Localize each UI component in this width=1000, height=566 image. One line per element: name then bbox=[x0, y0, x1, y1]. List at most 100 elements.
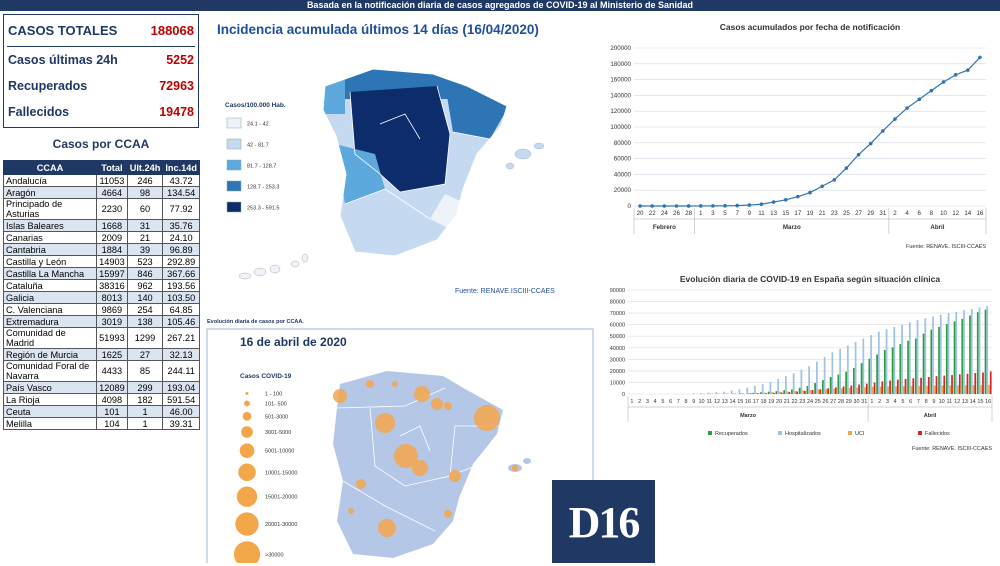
table-cell: 138 bbox=[127, 316, 163, 328]
incidence-map: Incidencia acumulada últimos 14 días (16… bbox=[205, 14, 593, 304]
table-cell: 1668 bbox=[97, 220, 128, 232]
x-tick-label: 14 bbox=[964, 210, 971, 217]
y-tick-label: 60000 bbox=[614, 156, 632, 163]
y-tick-label: 20000 bbox=[610, 369, 625, 375]
column-header: Inc.14d bbox=[163, 161, 200, 175]
x-tick-label: 21 bbox=[784, 399, 790, 405]
map-source: Fuente: RENAVE.ISCIII-CCAES bbox=[455, 288, 555, 295]
table-cell: Canarias bbox=[4, 232, 97, 244]
bar bbox=[936, 376, 938, 394]
data-point bbox=[663, 204, 667, 208]
x-tick-label: 26 bbox=[673, 210, 680, 217]
x-tick-label: 20 bbox=[776, 399, 782, 405]
balearic-islands bbox=[506, 143, 544, 169]
summary-label: Recuperados bbox=[8, 73, 87, 99]
x-tick-label: 27 bbox=[830, 399, 836, 405]
bar bbox=[881, 381, 883, 394]
bar bbox=[934, 386, 936, 394]
bar bbox=[862, 339, 864, 394]
chart-title: Casos acumulados por fecha de notificaci… bbox=[720, 22, 900, 32]
bar bbox=[980, 385, 982, 394]
data-point bbox=[917, 98, 921, 102]
x-tick-label: 5 bbox=[661, 399, 664, 405]
table-cell: Extremadura bbox=[4, 316, 97, 328]
map-caption: Evolución diaria de casos por CCAA. bbox=[207, 319, 304, 325]
table-cell: 9869 bbox=[97, 304, 128, 316]
table-cell: 3019 bbox=[97, 316, 128, 328]
table-cell: 2230 bbox=[97, 199, 128, 220]
legend-label: 81.7 - 128.7 bbox=[247, 164, 276, 170]
table-cell: 244.11 bbox=[163, 361, 200, 382]
table-cell: 15997 bbox=[97, 268, 128, 280]
data-point bbox=[869, 142, 873, 146]
logo: D16 bbox=[552, 480, 655, 563]
legend-label: 1 - 100 bbox=[265, 392, 282, 398]
table-cell: 12089 bbox=[97, 382, 128, 394]
x-tick-label: 19 bbox=[768, 399, 774, 405]
data-point bbox=[687, 204, 691, 208]
x-tick-label: 15 bbox=[782, 210, 789, 217]
x-tick-label: 4 bbox=[894, 399, 897, 405]
bar bbox=[965, 385, 967, 394]
data-point bbox=[638, 204, 642, 208]
x-tick-label: 23 bbox=[831, 210, 838, 217]
x-tick-label: 29 bbox=[867, 210, 874, 217]
table-cell: 77.92 bbox=[163, 199, 200, 220]
month-label: Febrero bbox=[653, 224, 676, 231]
table-cell: 254 bbox=[127, 304, 163, 316]
bar bbox=[915, 339, 917, 394]
data-point bbox=[832, 178, 836, 182]
table-cell: 21 bbox=[127, 232, 163, 244]
summary-label: CASOS TOTALES bbox=[8, 15, 117, 46]
bar bbox=[715, 392, 717, 394]
x-tick-label: 3 bbox=[886, 399, 889, 405]
x-tick-label: 19 bbox=[807, 210, 814, 217]
column-header: Ult.24h bbox=[127, 161, 163, 175]
x-tick-label: 28 bbox=[838, 399, 844, 405]
x-tick-label: 8 bbox=[925, 399, 928, 405]
x-tick-label: 13 bbox=[962, 399, 968, 405]
x-tick-label: 2 bbox=[893, 210, 897, 217]
x-tick-label: 18 bbox=[760, 399, 766, 405]
summary-value: 19478 bbox=[159, 99, 194, 125]
bar bbox=[841, 388, 843, 394]
legend-label: 501-3000 bbox=[265, 414, 288, 420]
table-cell: 39 bbox=[127, 244, 163, 256]
bar bbox=[880, 387, 882, 394]
bar bbox=[765, 393, 767, 394]
legend-label: 10001-15000 bbox=[265, 470, 297, 476]
data-point bbox=[820, 184, 824, 188]
bar bbox=[926, 386, 928, 394]
legend-label: UCI bbox=[855, 431, 865, 437]
bar bbox=[779, 392, 781, 394]
bar bbox=[971, 309, 973, 394]
data-point bbox=[650, 204, 654, 208]
bar bbox=[955, 312, 957, 394]
table-cell: Islas Baleares bbox=[4, 220, 97, 232]
column-header: Total bbox=[97, 161, 128, 175]
table-cell: 101 bbox=[97, 406, 128, 418]
x-tick-label: 13 bbox=[770, 210, 777, 217]
x-tick-label: 14 bbox=[970, 399, 976, 405]
bar bbox=[787, 391, 789, 394]
bar bbox=[903, 386, 905, 394]
legend-label: Hospitalizados bbox=[785, 431, 821, 437]
legend-swatch bbox=[227, 160, 241, 170]
bar bbox=[833, 389, 835, 394]
legend-bubble bbox=[238, 464, 256, 482]
column-header: CCAA bbox=[4, 161, 97, 175]
bar bbox=[824, 357, 826, 394]
bar bbox=[951, 375, 953, 394]
table-cell: 1299 bbox=[127, 328, 163, 349]
table-cell: 4664 bbox=[97, 187, 128, 199]
table-cell: 182 bbox=[127, 394, 163, 406]
bar bbox=[954, 321, 956, 394]
bar bbox=[986, 306, 988, 394]
